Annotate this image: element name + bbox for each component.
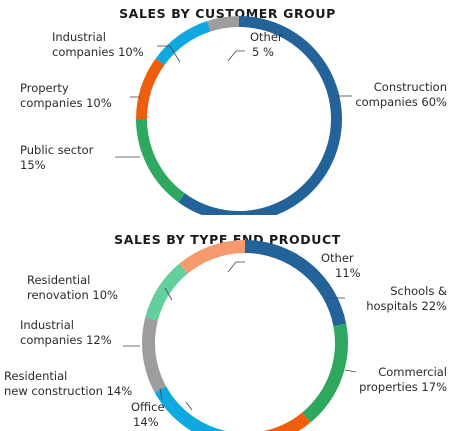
label-line: 5 % xyxy=(252,45,274,59)
chart2-slice-0 xyxy=(245,240,347,327)
chart1-slice-2 xyxy=(136,58,165,119)
label-line: companies 12% xyxy=(20,333,112,347)
label-line: Industrial xyxy=(20,318,74,332)
chart2-label-newconstruction: Residential new construction 14% xyxy=(4,369,132,399)
chart1-slice-3 xyxy=(155,21,211,65)
chart1-label-property: Property companies 10% xyxy=(20,81,112,111)
chart2-slice-2 xyxy=(263,412,311,431)
label-line: Office xyxy=(131,400,165,414)
chart1-slice-4 xyxy=(207,16,239,32)
label-line: Industrial xyxy=(52,30,106,44)
label-line: 11% xyxy=(335,266,361,280)
label-line: Schools & xyxy=(390,284,447,298)
chart2-label-commercial: Commercial properties 17% xyxy=(359,365,447,395)
label-line: Construction xyxy=(373,80,447,94)
label-line: Other xyxy=(321,251,354,265)
chart2-label-office: Office 14% xyxy=(131,400,165,430)
chart1-leader-other xyxy=(227,50,245,62)
chart2-label-schools: Schools & hospitals 22% xyxy=(366,284,447,314)
chart1-leader-industrial xyxy=(157,45,181,63)
chart2-label-renovation: Residential renovation 10% xyxy=(27,273,118,303)
chart2-title: SALES BY TYPE END PRODUCT xyxy=(114,232,341,247)
label-line: Other xyxy=(250,30,283,44)
label-line: Public sector xyxy=(20,143,94,157)
chart2-slice-5 xyxy=(145,263,188,321)
chart1-donut xyxy=(115,16,352,215)
label-line: Residential xyxy=(4,369,68,383)
chart2-label-other: Other 11% xyxy=(321,251,361,281)
chart2-leader-other xyxy=(227,261,245,273)
chart1-slice-1 xyxy=(136,119,185,203)
chart2-leader-newconstruction xyxy=(159,387,163,401)
chart2-slice-4 xyxy=(142,317,167,393)
chart1-label-construction: Construction companies 60% xyxy=(355,80,447,110)
label-line: 14% xyxy=(133,415,159,429)
chart2-leader-commercial xyxy=(344,369,357,373)
label-line: companies 60% xyxy=(355,95,447,109)
chart1-label-public: Public sector 15% xyxy=(20,143,93,173)
label-line: companies 10% xyxy=(52,45,144,59)
chart2-slice-6 xyxy=(179,240,245,274)
chart2-slice-1 xyxy=(302,323,348,423)
chart2-leader-renovation xyxy=(164,287,173,301)
label-line: renovation 10% xyxy=(27,288,118,302)
label-line: properties 17% xyxy=(359,380,447,394)
label-line: Residential xyxy=(27,273,91,287)
label-line: hospitals 22% xyxy=(366,299,447,313)
label-line: new construction 14% xyxy=(4,384,133,398)
label-line: Property xyxy=(20,81,69,95)
chart2-label-industrial: Industrial companies 12% xyxy=(20,318,112,348)
label-line: companies 10% xyxy=(20,96,112,110)
label-line: Commercial xyxy=(378,365,447,379)
chart2-leader-office xyxy=(185,401,193,411)
label-line: 15% xyxy=(20,158,46,172)
chart1-title: SALES BY CUSTOMER GROUP xyxy=(119,6,336,21)
chart1-label-industrial: Industrial companies 10% xyxy=(52,30,144,60)
chart2-slice-3 xyxy=(154,386,227,431)
chart1-label-other: Other 5 % xyxy=(250,30,283,60)
